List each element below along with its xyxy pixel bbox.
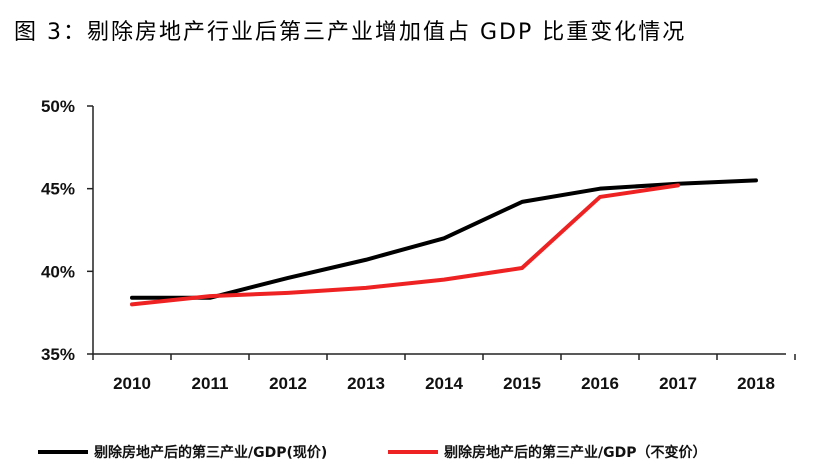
legend: 剔除房地产后的第三产业/GDP(现价) 剔除房地产后的第三产业/GDP（不变价） bbox=[38, 444, 707, 461]
x-tick-label: 2015 bbox=[503, 374, 541, 393]
x-tick-label: 2013 bbox=[347, 374, 385, 393]
x-tick-label: 2014 bbox=[425, 374, 463, 393]
chart-title: 图 3：剔除房地产行业后第三产业增加值占 GDP 比重变化情况 bbox=[14, 20, 687, 45]
x-tick-label: 2017 bbox=[659, 374, 697, 393]
x-tick-label: 2016 bbox=[581, 374, 619, 393]
series-line-1 bbox=[130, 178, 758, 300]
x-tick-label: 2012 bbox=[269, 374, 307, 393]
x-tick-label: 2011 bbox=[192, 374, 229, 393]
legend-label-2: 剔除房地产后的第三产业/GDP（不变价） bbox=[443, 444, 707, 461]
legend-label-1: 剔除房地产后的第三产业/GDP(现价) bbox=[93, 444, 327, 461]
axes bbox=[87, 105, 796, 360]
y-tick-label: 40% bbox=[41, 262, 75, 281]
series-line-2 bbox=[130, 183, 680, 307]
y-tick-label: 45% bbox=[41, 180, 75, 199]
x-tick-label: 2010 bbox=[113, 374, 151, 393]
x-tick-label: 2018 bbox=[737, 374, 775, 393]
y-tick-labels: 35% 40% 45% 50% bbox=[41, 97, 75, 364]
x-tick-labels: 2010 2011 2012 2013 2014 2015 2016 2017 2018 bbox=[113, 374, 775, 393]
y-tick-label: 35% bbox=[41, 345, 75, 364]
y-tick-label: 50% bbox=[41, 97, 75, 116]
series-lines bbox=[130, 178, 758, 307]
